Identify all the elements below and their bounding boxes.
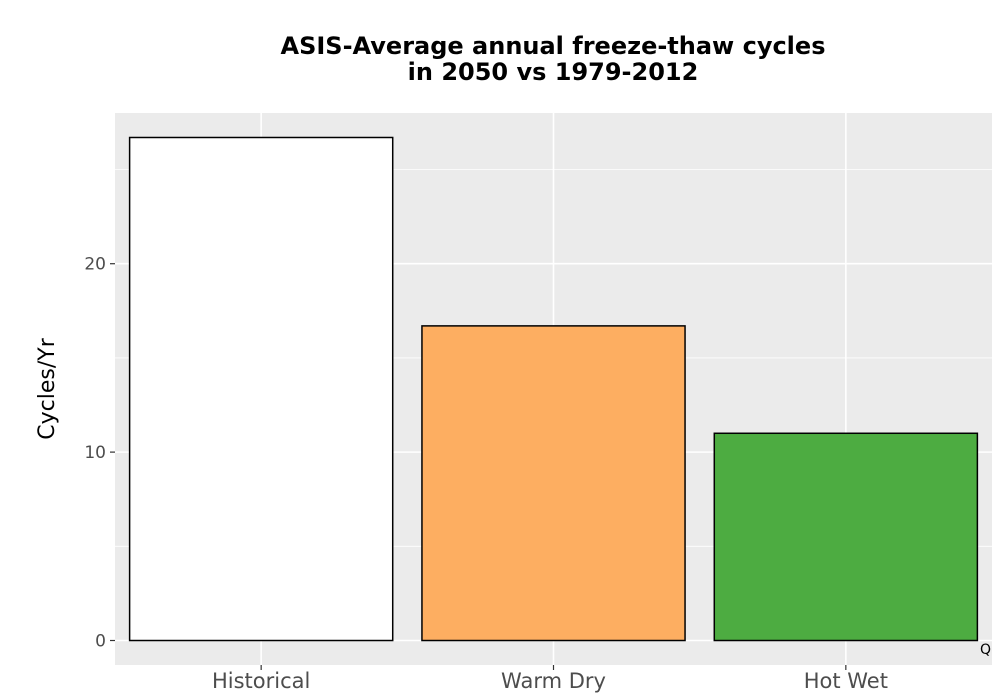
x-tick-label: Hot Wet [804, 669, 888, 693]
chart-title-line-2: in 2050 vs 1979-2012 [408, 58, 699, 86]
y-tick-label: 0 [95, 632, 106, 652]
bar [713, 432, 979, 642]
corner-note: Q [980, 642, 991, 658]
y-axis-title: Cycles/Yr [35, 337, 60, 439]
bars-layer [128, 136, 979, 642]
x-tick-label: Historical [212, 669, 310, 693]
y-axis: 0 10 20 [84, 255, 115, 652]
bar [128, 136, 394, 642]
y-tick-label: 10 [84, 443, 106, 463]
bar [421, 325, 686, 642]
x-tick-label: Warm Dry [501, 669, 606, 693]
y-tick-label: 20 [84, 255, 106, 275]
x-axis: Historical Warm Dry Hot Wet [212, 665, 888, 693]
chart-title-line-1: ASIS-Average annual freeze-thaw cycles [281, 32, 826, 60]
